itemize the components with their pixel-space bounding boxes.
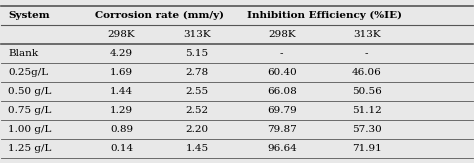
Text: 0.50 g/L: 0.50 g/L — [9, 87, 52, 96]
Text: 298K: 298K — [108, 30, 136, 39]
Text: 0.25g/L: 0.25g/L — [9, 68, 48, 77]
Text: 1.00 g/L: 1.00 g/L — [9, 125, 52, 134]
Text: 71.91: 71.91 — [352, 144, 382, 153]
Text: 2.78: 2.78 — [185, 68, 209, 77]
Text: 46.06: 46.06 — [352, 68, 382, 77]
Text: 2.20: 2.20 — [185, 125, 209, 134]
Text: 1.29: 1.29 — [110, 106, 133, 115]
Text: 96.64: 96.64 — [267, 144, 297, 153]
Text: 1.69: 1.69 — [110, 68, 133, 77]
Text: 57.30: 57.30 — [352, 125, 382, 134]
Text: 0.75 g/L: 0.75 g/L — [9, 106, 52, 115]
Text: 4.29: 4.29 — [110, 49, 133, 58]
Text: 79.87: 79.87 — [267, 125, 297, 134]
Text: 0.89: 0.89 — [110, 125, 133, 134]
Text: 2.55: 2.55 — [185, 87, 209, 96]
Text: System: System — [9, 11, 50, 20]
Text: Blank: Blank — [9, 49, 38, 58]
Text: -: - — [365, 49, 368, 58]
Text: Corrosion rate (mm/y): Corrosion rate (mm/y) — [95, 11, 224, 20]
Text: Inhibition Efficiency (%IE): Inhibition Efficiency (%IE) — [246, 11, 401, 20]
Text: 0.14: 0.14 — [110, 144, 133, 153]
Text: -: - — [280, 49, 283, 58]
Text: 60.40: 60.40 — [267, 68, 297, 77]
Text: 1.44: 1.44 — [110, 87, 133, 96]
Text: 313K: 313K — [183, 30, 211, 39]
Text: 1.45: 1.45 — [185, 144, 209, 153]
Text: 2.52: 2.52 — [185, 106, 209, 115]
Text: 1.25 g/L: 1.25 g/L — [9, 144, 52, 153]
Text: 298K: 298K — [268, 30, 296, 39]
Text: 69.79: 69.79 — [267, 106, 297, 115]
Text: 51.12: 51.12 — [352, 106, 382, 115]
Text: 5.15: 5.15 — [185, 49, 209, 58]
Text: 313K: 313K — [353, 30, 381, 39]
Text: 66.08: 66.08 — [267, 87, 297, 96]
Text: 50.56: 50.56 — [352, 87, 382, 96]
